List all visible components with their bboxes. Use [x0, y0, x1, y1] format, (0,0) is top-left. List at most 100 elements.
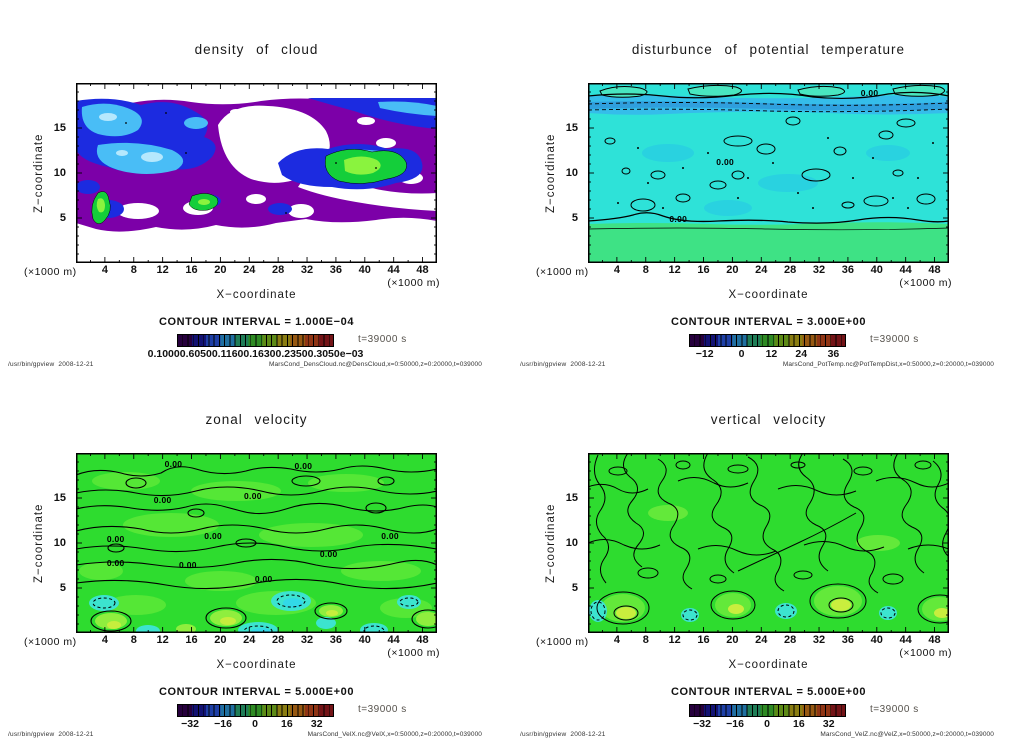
contour-plot-canvas	[588, 83, 949, 263]
contour-line-label: 0.00	[669, 213, 688, 224]
x-tick-label: 48	[416, 634, 429, 646]
x-tick-label: 16	[697, 634, 710, 646]
command-path: /usr/bin/gpview	[8, 731, 55, 738]
date-label: 2008-12-21	[570, 731, 606, 738]
footer-file-label: MarsCond_VelX.nc@VelX,x=0:50000,z=0:2000…	[307, 731, 482, 738]
panel-title: zonal velocity	[205, 412, 308, 427]
contour-line-label: 0.00	[319, 548, 338, 559]
x-tick-label: 20	[726, 634, 739, 646]
x-axis-label: X−coordinate	[216, 659, 297, 671]
footer-file-label: MarsCond_PotTemp.nc@PotTempDist,x=0:5000…	[782, 361, 994, 368]
plot-area-zonal-velocity: 0.00 0.00 0.00 0.00 0.00 0.00 0.00 0.00 0.00 0.00…	[76, 453, 437, 633]
colorbar-tick-label: −12	[695, 348, 714, 360]
x-tick-label: 48	[928, 264, 941, 276]
contour-label-layer: 0.00 0.00 0.00 0.00 0.00 0.00 0.00 0.00 0.00 0.00…	[76, 453, 437, 633]
x-tick-label: 16	[185, 264, 198, 276]
x-tick-label: 36	[329, 634, 343, 646]
contour-label-layer	[588, 453, 949, 633]
x-tick-label: 16	[697, 264, 710, 276]
x-axis-label: X−coordinate	[728, 659, 809, 671]
x-axis-unit: (×1000 m)	[899, 647, 952, 659]
x-tick-label: 24	[755, 264, 768, 276]
y-tick-label: 10	[565, 167, 578, 179]
x-tick-label: 8	[130, 264, 137, 276]
panel-zonal-velocity: zonal velocity Z−coordinate	[0, 370, 512, 740]
colorbar	[177, 704, 334, 717]
time-label: t=39000 s	[358, 334, 407, 345]
x-tick-label: 4	[101, 264, 108, 276]
x-tick-label: 12	[156, 634, 169, 646]
x-tick-label: 8	[642, 264, 649, 276]
date-label: 2008-12-21	[58, 361, 94, 368]
colorbar-tick-label: −32	[693, 718, 711, 730]
footer-command: /usr/bin/gpview 2008-12-21	[8, 361, 94, 368]
contour-line-label: 0.00	[254, 574, 273, 584]
x-tick-label: 36	[329, 264, 343, 276]
x-tick-label: 32	[812, 634, 826, 646]
x-tick-label: 20	[726, 264, 739, 276]
x-tick-labels: 4 8 12 16 20 24 28 32 36 40 44 48	[76, 634, 437, 647]
y-tick-label: 10	[53, 167, 66, 179]
contour-line-label: 0.00	[204, 530, 223, 541]
contour-line-label: 0.00	[294, 460, 313, 471]
panel-vertical-velocity: vertical velocity Z−coordinate	[512, 370, 1024, 740]
colorbar-tick-label: −16	[726, 718, 744, 730]
x-tick-label: 48	[416, 264, 429, 276]
contour-plot-canvas	[588, 453, 949, 633]
x-tick-label: 16	[185, 634, 198, 646]
time-label: t=39000 s	[358, 704, 407, 715]
x-tick-label: 32	[300, 634, 314, 646]
contour-interval-label: CONTOUR INTERVAL = 5.000E+00	[670, 686, 867, 698]
y-axis-unit: (×1000 m)	[24, 636, 77, 648]
footer-command: /usr/bin/gpview 2008-12-21	[520, 361, 606, 368]
x-tick-label: 12	[668, 264, 681, 276]
colorbar-tick-labels: −32 −16 0 16 32	[689, 718, 846, 731]
command-path: /usr/bin/gpview	[8, 361, 55, 368]
footer-command: /usr/bin/gpview 2008-12-21	[8, 731, 94, 738]
x-axis-label: X−coordinate	[216, 289, 297, 301]
y-tick-labels: 5 10 15	[550, 453, 582, 633]
y-axis-unit: (×1000 m)	[24, 266, 77, 278]
x-tick-label: 44	[899, 634, 912, 646]
colorbar-tick-label: 32	[822, 718, 835, 730]
contour-line-label: 0.00	[716, 157, 735, 168]
panel-title: density of cloud	[194, 42, 319, 57]
panel-title: disturbunce of potential temperature	[631, 42, 906, 57]
x-tick-label: 8	[642, 634, 649, 646]
footer-command: /usr/bin/gpview 2008-12-21	[520, 731, 606, 738]
colorbar-tick-label: 32	[310, 718, 323, 730]
x-tick-label: 36	[841, 634, 855, 646]
colorbar-tick-label: 12	[765, 348, 778, 360]
x-tick-label: 48	[928, 634, 941, 646]
date-label: 2008-12-21	[570, 361, 606, 368]
colorbar-tick-label: 0	[764, 718, 770, 730]
x-tick-label: 8	[130, 634, 137, 646]
contour-line-label: 0.00	[164, 458, 183, 469]
colorbar-tick-label: −16	[214, 718, 232, 730]
x-tick-label: 28	[272, 634, 285, 646]
contour-line-label: 0.00	[106, 534, 125, 545]
command-path: /usr/bin/gpview	[520, 361, 567, 368]
panel-density-of-cloud: density of cloud Z−coordinate	[0, 0, 512, 370]
footer-file-label: MarsCond_VelZ.nc@VelZ,x=0:50000,z=0:2000…	[820, 731, 994, 738]
y-tick-label: 5	[571, 212, 578, 224]
colorbar-tick-labels: 0.10000.60500.11600.16300.23500.3050e−03	[148, 348, 364, 361]
x-tick-label: 28	[784, 634, 797, 646]
colorbar-tick-labels: −32 −16 0 16 32	[177, 718, 334, 731]
time-label: t=39000 s	[870, 334, 919, 345]
x-tick-label: 4	[101, 634, 108, 646]
colorbar-tick-labels: −12 0 12 24 36	[689, 348, 846, 361]
colorbar	[689, 704, 846, 717]
x-tick-label: 24	[755, 634, 768, 646]
panel-title: vertical velocity	[710, 412, 827, 427]
y-tick-label: 10	[565, 537, 578, 549]
x-tick-label: 40	[870, 634, 883, 646]
x-tick-label: 44	[387, 634, 400, 646]
colorbar-tick-label: 16	[281, 718, 293, 730]
y-tick-label: 15	[53, 492, 66, 504]
x-tick-label: 40	[358, 634, 371, 646]
colorbar-tick-label: 24	[795, 348, 808, 360]
x-tick-label: 44	[899, 264, 912, 276]
contour-label-layer	[76, 83, 437, 263]
